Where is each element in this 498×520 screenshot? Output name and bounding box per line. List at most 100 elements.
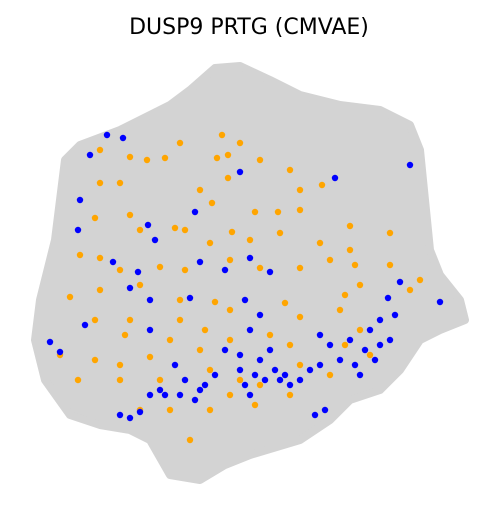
point [176, 391, 184, 399]
point [256, 156, 264, 164]
point [96, 179, 104, 187]
point [318, 181, 326, 189]
point [391, 311, 399, 319]
point [116, 266, 124, 274]
point [366, 351, 374, 359]
point [228, 228, 236, 236]
point [256, 311, 264, 319]
point [103, 131, 111, 139]
point [226, 256, 234, 264]
point [226, 306, 234, 314]
point [251, 208, 259, 216]
point [109, 258, 117, 266]
point [126, 153, 134, 161]
point [266, 346, 274, 354]
point [256, 264, 264, 272]
background-cells [31, 62, 469, 484]
point [224, 174, 232, 182]
point [144, 221, 152, 229]
point [221, 346, 229, 354]
point [236, 168, 244, 176]
point [386, 261, 394, 269]
point [251, 401, 259, 409]
point [296, 361, 304, 369]
point [81, 321, 89, 329]
point [246, 254, 254, 262]
point [406, 161, 414, 169]
point [126, 414, 134, 422]
point [351, 261, 359, 269]
point [251, 371, 259, 379]
point [176, 316, 184, 324]
point [66, 293, 74, 301]
point [74, 226, 82, 234]
point [166, 406, 174, 414]
point [213, 154, 221, 162]
point [236, 139, 244, 147]
point [218, 131, 226, 139]
point [346, 336, 354, 344]
point [296, 206, 304, 214]
point [171, 361, 179, 369]
point [143, 156, 151, 164]
point [206, 406, 214, 414]
point [296, 186, 304, 194]
point [221, 266, 229, 274]
point [56, 348, 64, 356]
point [346, 222, 354, 230]
point [336, 356, 344, 364]
point [146, 391, 154, 399]
point [186, 294, 194, 302]
point [326, 256, 334, 264]
point [116, 361, 124, 369]
point [256, 356, 264, 364]
point [346, 246, 354, 254]
point [436, 298, 444, 306]
point [281, 299, 289, 307]
point [151, 236, 159, 244]
point [176, 139, 184, 147]
point [256, 381, 264, 389]
point [406, 286, 414, 294]
point [116, 411, 124, 419]
point [241, 296, 249, 304]
point [246, 236, 254, 244]
point [224, 151, 232, 159]
point [351, 361, 359, 369]
point [261, 376, 269, 384]
point [156, 386, 164, 394]
point [76, 196, 84, 204]
point [156, 263, 164, 271]
point [386, 229, 394, 237]
point [191, 208, 199, 216]
point [281, 371, 289, 379]
point [296, 313, 304, 321]
point [74, 376, 82, 384]
point [91, 214, 99, 222]
point [136, 408, 144, 416]
point [96, 286, 104, 294]
point [306, 366, 314, 374]
point [171, 224, 179, 232]
point [186, 436, 194, 444]
point [336, 306, 344, 314]
point [271, 366, 279, 374]
point [211, 298, 219, 306]
point [126, 284, 134, 292]
point [396, 278, 404, 286]
point [116, 376, 124, 384]
point [276, 229, 284, 237]
point [326, 341, 334, 349]
point [176, 296, 184, 304]
point [311, 411, 319, 419]
point [376, 316, 384, 324]
point [161, 391, 169, 399]
point [236, 351, 244, 359]
point [341, 291, 349, 299]
point [371, 356, 379, 364]
point [116, 179, 124, 187]
point [356, 326, 364, 334]
point [46, 338, 54, 346]
